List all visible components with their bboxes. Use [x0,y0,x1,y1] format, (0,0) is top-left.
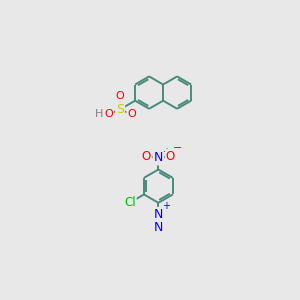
Text: H: H [95,110,103,119]
Text: O: O [127,110,136,119]
Text: Cl: Cl [124,196,136,209]
Text: N: N [154,208,163,221]
Text: O: O [142,150,151,163]
Text: N: N [154,220,163,233]
Text: N: N [154,152,163,164]
Text: +: + [162,147,170,157]
Text: O: O [104,110,113,119]
Text: +: + [162,201,170,211]
Text: −: − [173,143,182,153]
Text: O: O [116,91,124,101]
Text: S: S [116,103,124,116]
Text: O: O [166,150,175,163]
